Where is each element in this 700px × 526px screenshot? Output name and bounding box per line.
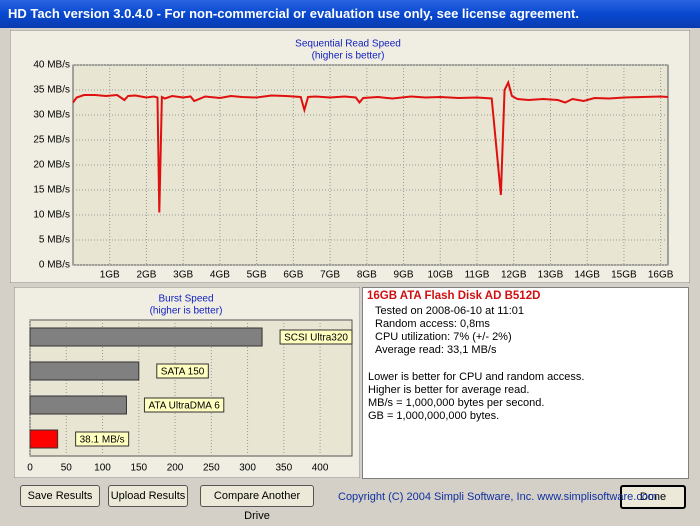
x-tick-label: 100	[94, 463, 111, 474]
x-tick-label: 7GB	[320, 270, 340, 281]
note-line: Higher is better for average read.	[368, 384, 530, 396]
x-tick-label: 200	[167, 463, 184, 474]
x-tick-label: 10GB	[427, 270, 453, 281]
burst-chart: Burst Speed (higher is better) 0 50 100 150…	[14, 287, 360, 478]
x-tick-label: 0	[27, 463, 33, 474]
sequential-chart: Sequential Read Speed (higher is better)…	[10, 30, 690, 283]
chart-title: Burst Speed	[158, 294, 213, 305]
x-tick-label: 4GB	[210, 270, 230, 281]
copyright: Copyright (C) 2004 Simpli Software, Inc.…	[338, 491, 658, 503]
x-tick-label: 9GB	[394, 270, 414, 281]
button[interactable]: Upload Results	[108, 485, 188, 507]
note-line: MB/s = 1,000,000 bytes per second.	[368, 397, 545, 409]
x-tick-label: 400	[312, 463, 329, 474]
bar	[29, 361, 140, 381]
y-tick-label: 25 MB/s	[33, 135, 70, 146]
x-tick-label: 13GB	[538, 270, 564, 281]
note-line: Lower is better for CPU and random acces…	[368, 371, 585, 383]
y-tick-label: 30 MB/s	[33, 110, 70, 121]
x-tick-label: 150	[130, 463, 147, 474]
x-tick-label: 300	[239, 463, 256, 474]
button[interactable]: Compare Another Drive	[200, 485, 314, 522]
bar-label: 38.1 MB/s	[80, 435, 125, 446]
info-panel: 16GB ATA Flash Disk AD B512D Tested on 2…	[362, 287, 689, 479]
x-tick-label: 14GB	[574, 270, 600, 281]
x-tick-label: 1GB	[100, 270, 120, 281]
drive-name: 16GB ATA Flash Disk AD B512D	[367, 290, 541, 302]
x-tick-label: 12GB	[501, 270, 527, 281]
label-box	[143, 397, 225, 413]
bar	[29, 429, 59, 449]
x-tick-label: 50	[61, 463, 73, 474]
notes: Lower is better for CPU and random acces…	[368, 371, 688, 423]
bar	[29, 327, 263, 347]
bar-label: SCSI Ultra320	[284, 333, 348, 344]
y-tick-label: 0 MB/s	[39, 260, 70, 271]
y-tick-label: 10 MB/s	[33, 210, 70, 221]
title-bar: HD Tach version 3.0.4.0 - For non-commer…	[0, 0, 700, 28]
x-tick-label: 16GB	[648, 270, 674, 281]
bar-label: ATA UltraDMA 6	[148, 401, 220, 412]
chart-title: Sequential Read Speed	[295, 39, 401, 50]
stat-line: CPU utilization: 7% (+/- 2%)	[375, 331, 512, 343]
data-line	[72, 79, 669, 213]
stat-line: Random access: 0,8ms	[375, 318, 490, 330]
y-tick-label: 20 MB/s	[33, 160, 70, 171]
x-tick-label: 5GB	[247, 270, 267, 281]
y-tick-label: 15 MB/s	[33, 185, 70, 196]
stat-line: Average read: 33,1 MB/s	[375, 344, 497, 356]
y-tick-label: 35 MB/s	[33, 85, 70, 96]
x-tick-label: 6GB	[283, 270, 303, 281]
stats: Tested on 2008-06-10 at 11:01 Random acce…	[375, 305, 688, 357]
chart-subtitle: (higher is better)	[150, 306, 223, 317]
y-tick-label: 5 MB/s	[39, 235, 70, 246]
x-tick-label: 2GB	[136, 270, 156, 281]
bar	[29, 395, 127, 415]
x-tick-label: 350	[275, 463, 292, 474]
note-line: GB = 1,000,000,000 bytes.	[368, 410, 500, 422]
x-tick-label: 11GB	[465, 270, 490, 281]
x-tick-label: 15GB	[611, 270, 637, 281]
label-box	[156, 363, 209, 379]
bar-label: SATA 150	[161, 367, 205, 378]
button[interactable]: Save Results	[20, 485, 100, 507]
y-tick-label: 40 MB/s	[33, 60, 70, 71]
button[interactable]: Done	[620, 485, 686, 509]
chart-subtitle: (higher is better)	[312, 51, 385, 62]
x-tick-label: 250	[203, 463, 220, 474]
label-box	[279, 329, 353, 345]
x-tick-label: 3GB	[173, 270, 193, 281]
stat-line: Tested on 2008-06-10 at 11:01	[375, 305, 525, 317]
label-box	[75, 431, 130, 447]
x-tick-label: 8GB	[357, 270, 377, 281]
